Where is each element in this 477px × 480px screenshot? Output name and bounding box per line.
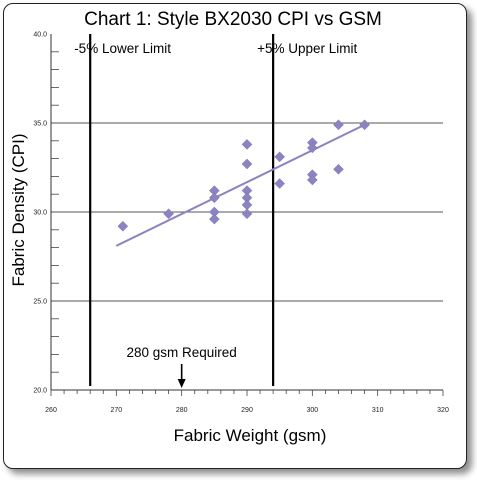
x-tick-label: 320 [437, 407, 449, 414]
trendline-group [115, 123, 366, 247]
axes [50, 34, 444, 396]
data-point [274, 178, 286, 189]
y-tick-label: 20.0 [33, 388, 47, 395]
data-point [359, 119, 370, 131]
x-tick-label: 270 [110, 407, 122, 414]
data-points [117, 119, 370, 232]
data-point [241, 139, 253, 150]
x-tick-label: 260 [45, 407, 57, 414]
reference-label-1: +5% Upper Limit [257, 41, 357, 56]
x-axis-title: Fabric Weight (gsm) [174, 426, 327, 445]
data-point [333, 119, 344, 131]
y-tick-label: 40.0 [33, 32, 47, 39]
chart-title: Chart 1: Style BX2030 CPI vs GSM [84, 9, 382, 30]
trendline [115, 123, 366, 247]
data-point [163, 208, 174, 220]
x-tick-label: 280 [176, 407, 188, 414]
data-point [333, 163, 344, 175]
annotation-group: 280 gsm Required [127, 345, 237, 388]
chart-card [3, 3, 467, 469]
y-minor-ticks [51, 51, 59, 373]
data-point [117, 220, 129, 232]
data-point [306, 142, 318, 154]
data-point [274, 151, 286, 163]
data-point [208, 192, 220, 204]
x-tick-label: 300 [306, 407, 318, 414]
reference-label-0: -5% Lower Limit [74, 41, 171, 56]
y-tick-label: 30.0 [33, 210, 47, 217]
y-tick-labels: 20.0 25.0 30.0 35.0 40.0 [33, 32, 47, 395]
data-point [241, 199, 253, 211]
data-point [306, 174, 318, 186]
data-point [241, 158, 253, 170]
y-tick-label: 35.0 [33, 121, 47, 128]
y-axis-title: Fabric Density (CPI) [9, 133, 28, 286]
x-tick-label: 290 [241, 407, 253, 414]
reference-lines: -5% Lower Limit +5% Upper Limit [74, 34, 358, 386]
annotation-label: 280 gsm Required [127, 345, 237, 360]
data-point [208, 213, 220, 225]
y-tick-label: 25.0 [33, 299, 47, 306]
x-tick-labels: 260 270 280 290 300 310 320 [45, 407, 449, 414]
x-tick-label: 310 [372, 407, 384, 414]
data-point [241, 208, 253, 220]
annotation-arrow-head [177, 379, 186, 388]
